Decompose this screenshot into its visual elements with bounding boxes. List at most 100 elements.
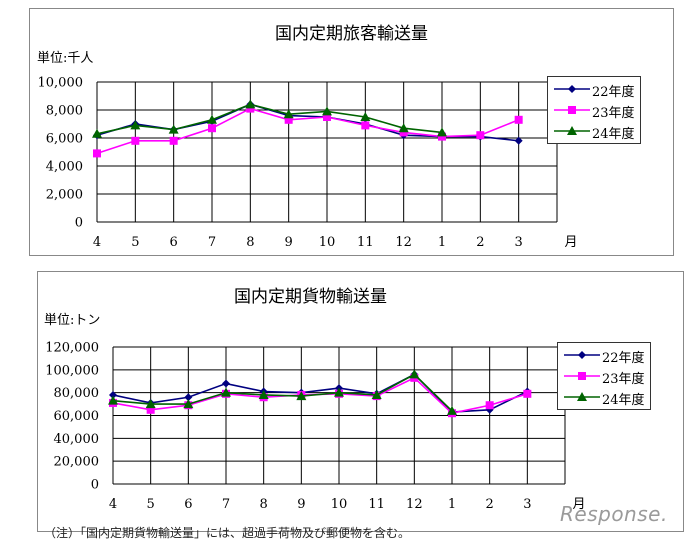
data-point xyxy=(398,123,409,133)
data-point xyxy=(221,387,231,397)
chart-title: 国内定期貨物輸送量 xyxy=(234,287,387,307)
data-point xyxy=(409,369,420,379)
data-point xyxy=(92,128,102,138)
legend-marker-23-icon xyxy=(554,106,590,114)
legend-item: 24年度 xyxy=(548,121,640,142)
data-point xyxy=(361,121,370,130)
watermark-logo: Response. xyxy=(560,502,668,526)
cargo-chart-plot: 0 20,000 40,000 60,000 80,000 100,000 120,000 4… xyxy=(45,341,585,513)
data-point xyxy=(284,115,293,124)
legend: 22年度 23年度 24年度 xyxy=(547,76,641,144)
chart-title: 国内定期旅客輸送量 xyxy=(275,24,428,44)
x-tick-label: 10 xyxy=(319,235,336,250)
data-point xyxy=(323,113,331,121)
legend-item: 22年度 xyxy=(548,79,640,100)
passenger-chart-panel: 国内定期旅客輸送量 単位:千人 0 2,000 4,000 6,000 8,000 10,… xyxy=(29,8,674,256)
legend-marker-24-icon xyxy=(554,126,590,135)
legend-marker-22-icon xyxy=(564,351,600,359)
data-point xyxy=(93,149,101,158)
x-tick-label: 8 xyxy=(260,497,268,512)
legend-label: 24年度 xyxy=(592,127,635,142)
data-point xyxy=(109,390,117,399)
legend: 22年度 23年度 24年度 xyxy=(557,342,651,410)
y-tick-label: 20,000 xyxy=(54,455,100,470)
x-tick-label: 6 xyxy=(184,497,192,512)
x-tick-label: 9 xyxy=(297,497,305,512)
data-point xyxy=(371,389,382,399)
x-tick-label: 1 xyxy=(438,235,446,250)
data-point xyxy=(514,115,523,124)
series-line xyxy=(112,376,528,415)
legend-item: 23年度 xyxy=(548,100,640,121)
legend-label: 23年度 xyxy=(592,106,635,121)
legend-marker-23-icon xyxy=(564,372,600,380)
x-tick-label: 2 xyxy=(476,235,484,250)
legend-item: 22年度 xyxy=(558,345,650,366)
x-tick-label: 4 xyxy=(93,235,101,250)
data-point xyxy=(523,389,532,398)
y-tick-label: 40,000 xyxy=(54,432,100,447)
data-point xyxy=(183,399,194,409)
x-tick-label: 2 xyxy=(486,497,494,512)
y-tick-label: 0 xyxy=(75,216,83,231)
x-tick-label: 11 xyxy=(357,235,374,250)
x-tick-label: 3 xyxy=(515,235,523,250)
y-tick-label: 2,000 xyxy=(46,188,83,203)
data-point xyxy=(437,127,447,137)
x-tick-label: 8 xyxy=(246,235,254,250)
legend-item: 23年度 xyxy=(558,366,650,387)
y-tick-label: 120,000 xyxy=(45,341,99,356)
x-tick-label: 5 xyxy=(131,235,139,250)
legend-item: 24年度 xyxy=(558,387,650,408)
footnote: （注）「国内定期貨物輸送量」には、超過手荷物及び郵便物を含む。 xyxy=(44,526,411,540)
x-tick-label: 12 xyxy=(406,497,423,512)
data-point xyxy=(168,124,179,134)
y-tick-label: 60,000 xyxy=(54,409,100,424)
x-axis-label: 月 xyxy=(572,497,585,512)
y-tick-label: 80,000 xyxy=(54,386,100,401)
series-line xyxy=(112,373,453,412)
legend-label: 22年度 xyxy=(592,85,635,100)
data-point xyxy=(184,393,193,402)
data-point xyxy=(131,136,140,145)
data-point xyxy=(207,114,217,124)
cargo-chart-panel: 国内定期貨物輸送量 単位:トン 0 20,000 40,000 60,000 80,00… xyxy=(37,271,684,532)
y-tick-label: 6,000 xyxy=(46,132,83,147)
x-tick-label: 3 xyxy=(523,497,531,512)
x-tick-label: 1 xyxy=(448,497,456,512)
x-axis-label: 月 xyxy=(564,235,577,250)
data-point xyxy=(146,405,155,414)
data-point xyxy=(476,131,485,140)
x-tick-label: 12 xyxy=(395,235,412,250)
series-line xyxy=(96,107,519,155)
unit-label: 単位:千人 xyxy=(37,51,94,66)
data-point xyxy=(258,389,269,399)
legend-label: 22年度 xyxy=(602,351,645,366)
data-point xyxy=(485,401,494,410)
data-point xyxy=(245,99,256,109)
y-tick-label: 4,000 xyxy=(46,160,83,175)
data-point xyxy=(222,379,230,388)
data-point xyxy=(169,136,178,145)
data-point xyxy=(145,399,156,409)
x-tick-label: 11 xyxy=(368,497,385,512)
data-point xyxy=(283,109,294,119)
data-point xyxy=(130,120,141,130)
series-line xyxy=(96,103,443,135)
y-tick-label: 0 xyxy=(91,478,99,493)
x-tick-label: 5 xyxy=(147,497,155,512)
data-point xyxy=(447,405,457,415)
data-point xyxy=(108,395,118,405)
data-point xyxy=(360,112,371,121)
unit-label: 単位:トン xyxy=(44,313,101,328)
data-point xyxy=(514,136,523,145)
data-point xyxy=(246,104,255,113)
y-tick-label: 100,000 xyxy=(45,363,99,378)
x-tick-label: 9 xyxy=(285,235,293,250)
data-point xyxy=(399,128,408,137)
data-point xyxy=(322,106,332,116)
data-point xyxy=(296,391,307,401)
y-tick-label: 10,000 xyxy=(38,76,84,91)
x-tick-label: 6 xyxy=(170,235,178,250)
